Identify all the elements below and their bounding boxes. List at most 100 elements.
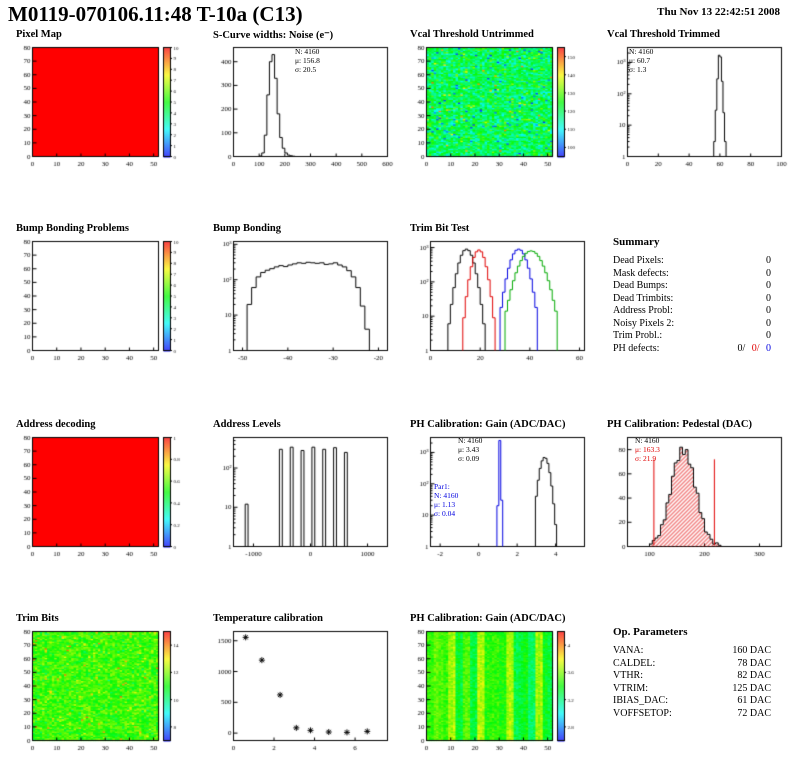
summary-row: Trim Probl.: 0 [613, 330, 771, 343]
stat-mu: μ: 60.7 [629, 56, 651, 65]
summary-label: Mask defects: [613, 267, 669, 279]
plot-area [400, 42, 592, 172]
panel-ph-gain: PH Calibration: Gain (ADC/DAC) N: 4160 μ… [400, 418, 597, 612]
summary-label: Dead Bumps: [613, 280, 668, 291]
op-param-value: 78 DAC [737, 657, 771, 669]
panel-ph-pedestal: PH Calibration: Pedestal (DAC) N: 4160 μ… [597, 418, 794, 612]
op-param-label: VTHR: [613, 670, 643, 681]
stat-sigma: σ: 20.5 [295, 65, 317, 74]
summary-value: 0 [766, 330, 771, 341]
trim-bits-canvas [6, 626, 198, 756]
stat-n: N: 4160 [635, 436, 660, 445]
panel-title: Bump Bonding [213, 223, 281, 234]
op-param-value: 82 DAC [737, 670, 771, 681]
plot-area [203, 432, 395, 562]
op-param-row: VANA: 160 DAC [613, 645, 771, 658]
op-param-row: VOFFSETOP: 72 DAC [613, 708, 771, 721]
op-param-value: 61 DAC [737, 695, 771, 706]
summary-label: Trim Probl.: [613, 330, 663, 341]
summary-value: 0 [766, 317, 771, 329]
panel-trim-bit-test: Trim Bit Test [400, 222, 597, 418]
stats-box: N: 4160 μ: 156.8 σ: 20.5 [295, 47, 320, 74]
summary-row-ph-defects: PH defects: 0/ 0/ 0 [613, 343, 771, 356]
panel-title: Address Levels [213, 419, 281, 430]
plot-area [6, 42, 198, 172]
plot-area: N: 4160 μ: 60.7 σ: 1.3 [597, 42, 789, 172]
ph-gain-map-canvas [400, 626, 592, 756]
op-param-label: VANA: [613, 645, 644, 656]
ph-pedestal-canvas [597, 432, 789, 562]
panel-pixel-map: Pixel Map [6, 28, 203, 222]
panel-title: PH Calibration: Gain (ADC/DAC) [410, 419, 566, 430]
panel-title: Temperature calibration [213, 613, 323, 624]
scurve-noise-canvas [203, 42, 395, 172]
panel-title: Bump Bonding Problems [16, 223, 130, 234]
stat-mu: μ: 163.3 [635, 445, 660, 454]
bump-bonding-problems-canvas [6, 236, 198, 366]
stat-sigma: σ: 0.09 [458, 454, 480, 463]
panel-address-levels: Address Levels [203, 418, 400, 612]
panel-bump-bonding: Bump Bonding [203, 222, 400, 418]
summary-value: 0 [766, 255, 771, 266]
summary-title: Summary [613, 236, 660, 248]
op-param-label: CALDEL: [613, 657, 656, 669]
panel-address-decoding: Address decoding [6, 418, 203, 612]
plot-area [203, 236, 395, 366]
plot-area: N: 4160 μ: 3.43 σ: 0.09 Par1: N: 4160 μ:… [400, 432, 592, 562]
panel-title: Trim Bit Test [410, 223, 470, 234]
stat-par-label: Par1: [434, 482, 450, 491]
stat-n: N: 4160 [295, 47, 320, 56]
plot-area [6, 626, 198, 756]
summary-label: Noisy Pixels 2: [613, 317, 675, 329]
panel-ph-gain-map: PH Calibration: Gain (ADC/DAC) [400, 612, 597, 774]
panel-title: Address decoding [16, 419, 96, 430]
stat-n: N: 4160 [434, 491, 459, 500]
summary-label: PH defects: [613, 342, 660, 354]
panel-trim-bits: Trim Bits [6, 612, 203, 774]
summary-row: Mask defects: 0 [613, 268, 771, 281]
vcal-untrimmed-canvas [400, 42, 592, 172]
plot-area [400, 626, 592, 756]
address-levels-canvas [203, 432, 395, 562]
ph-defects-values: 0/ 0/ 0 [733, 343, 771, 356]
op-param-label: VTRIM: [613, 682, 648, 694]
vcal-trimmed-canvas [597, 42, 789, 172]
stats-box: N: 4160 μ: 60.7 σ: 1.3 [629, 47, 653, 74]
op-param-row: VTHR: 82 DAC [613, 670, 771, 683]
panel-summary: Summary Dead Pixels: 0 Mask defects: 0 Dea… [597, 222, 794, 418]
op-param-value: 160 DAC [732, 645, 771, 656]
ph-gain-canvas [400, 432, 592, 562]
stat-sigma: σ: 0.04 [434, 509, 456, 518]
panel-title: PH Calibration: Gain (ADC/DAC) [410, 613, 566, 624]
timestamp: Thu Nov 13 22:42:51 2008 [657, 6, 780, 18]
op-param-value: 72 DAC [737, 707, 771, 719]
ph-defects-red: 0/ [751, 342, 760, 354]
stat-mu: μ: 3.43 [458, 445, 480, 454]
stat-sigma: σ: 1.3 [629, 65, 647, 74]
address-decoding-canvas [6, 432, 198, 562]
op-param-value: 125 DAC [732, 682, 771, 694]
summary-row: Dead Trimbits: 0 [613, 293, 771, 306]
summary-value: 0 [766, 292, 771, 304]
stat-n: N: 4160 [629, 47, 654, 56]
plot-area [6, 236, 198, 366]
summary-value: 0 [766, 305, 771, 316]
op-param-label: IBIAS_DAC: [613, 695, 669, 706]
summary-row: Address Probl: 0 [613, 305, 771, 318]
plot-area [400, 236, 592, 366]
summary-row: Dead Bumps: 0 [613, 280, 771, 293]
panel-op-parameters: Op. Parameters VANA: 160 DAC CALDEL: 78 DA… [597, 612, 794, 774]
op-param-row: CALDEL: 78 DAC [613, 658, 771, 671]
op-param-row: VTRIM: 125 DAC [613, 683, 771, 696]
plot-area: N: 4160 μ: 163.3 σ: 21.9 [597, 432, 789, 562]
ph-defects-blue: 0 [766, 342, 771, 354]
op-param-row: IBIAS_DAC: 61 DAC [613, 695, 771, 708]
op-param-label: VOFFSETOP: [613, 707, 672, 719]
panel-vcal-trimmed: Vcal Threshold Trimmed N: 4160 μ: 60.7 σ… [597, 28, 794, 222]
trim-bit-test-canvas [400, 236, 592, 366]
bump-bonding-canvas [203, 236, 395, 366]
panel-title: Vcal Threshold Untrimmed [410, 29, 534, 40]
summary-row: Dead Pixels: 0 [613, 255, 771, 268]
stats-box: N: 4160 μ: 3.43 σ: 0.09 [458, 436, 482, 463]
panel-title: Pixel Map [16, 29, 62, 40]
